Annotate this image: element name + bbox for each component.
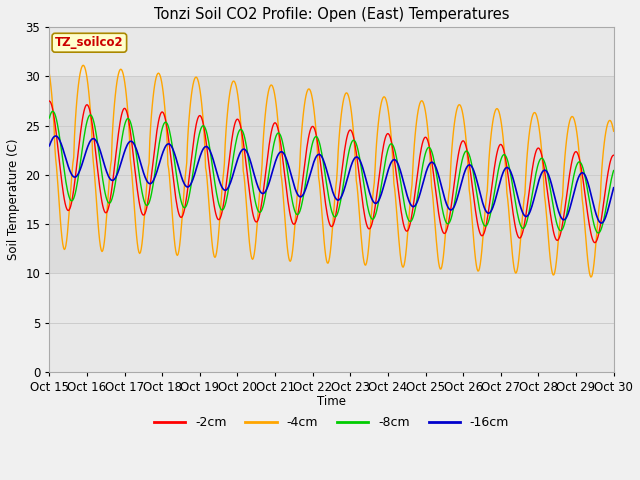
- -2cm: [114, 137, 122, 143]
- Legend: -2cm, -4cm, -8cm, -16cm: -2cm, -4cm, -8cm, -16cm: [149, 411, 514, 434]
- -2cm: [201, 130, 209, 135]
- -8cm: [594, 230, 602, 236]
- Bar: [49, 76, 614, 273]
- -4cm: [56, 207, 63, 213]
- -16cm: [52, 133, 60, 139]
- -16cm: [56, 139, 64, 144]
- -16cm: [401, 185, 409, 191]
- -8cm: [172, 167, 180, 173]
- -8cm: [610, 168, 618, 173]
- -4cm: [610, 128, 618, 134]
- -16cm: [115, 168, 122, 174]
- -8cm: [45, 115, 53, 121]
- -16cm: [172, 155, 180, 160]
- -2cm: [417, 149, 424, 155]
- -4cm: [79, 62, 87, 68]
- -8cm: [202, 126, 209, 132]
- -2cm: [45, 98, 53, 104]
- -16cm: [202, 144, 209, 149]
- -4cm: [417, 98, 425, 104]
- -4cm: [172, 248, 180, 254]
- -2cm: [591, 240, 598, 246]
- -8cm: [401, 204, 409, 210]
- -16cm: [610, 185, 618, 191]
- -4cm: [45, 71, 53, 77]
- -16cm: [597, 220, 605, 226]
- Line: -2cm: -2cm: [49, 101, 614, 243]
- -2cm: [400, 224, 408, 229]
- Y-axis label: Soil Temperature (C): Soil Temperature (C): [7, 139, 20, 260]
- -4cm: [115, 71, 122, 77]
- -8cm: [115, 159, 122, 165]
- -8cm: [417, 170, 425, 176]
- Line: -8cm: -8cm: [49, 111, 614, 233]
- -2cm: [610, 152, 618, 158]
- -8cm: [49, 108, 56, 114]
- Title: Tonzi Soil CO2 Profile: Open (East) Temperatures: Tonzi Soil CO2 Profile: Open (East) Temp…: [154, 7, 509, 22]
- -2cm: [171, 190, 179, 195]
- -2cm: [56, 160, 63, 166]
- Line: -4cm: -4cm: [49, 65, 614, 277]
- -16cm: [45, 143, 53, 149]
- -4cm: [202, 165, 209, 170]
- -8cm: [56, 140, 64, 145]
- X-axis label: Time: Time: [317, 395, 346, 408]
- -4cm: [587, 274, 595, 280]
- Line: -16cm: -16cm: [49, 136, 614, 223]
- Text: TZ_soilco2: TZ_soilco2: [55, 36, 124, 49]
- -16cm: [417, 186, 425, 192]
- -4cm: [401, 258, 409, 264]
